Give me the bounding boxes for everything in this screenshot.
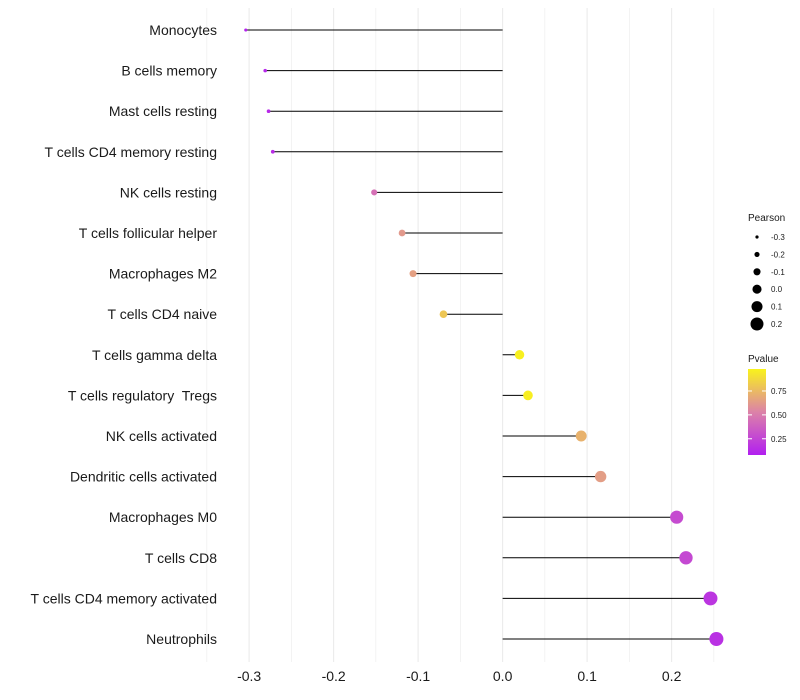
lollipop-point <box>709 631 724 647</box>
y-tick-label: T cells CD4 memory activated <box>31 590 217 606</box>
legend: Pearson Pvalue -0.3 -0.2 -0.1 0.0 0.1 0.2 0.75… <box>748 213 787 455</box>
y-tick-label: T cells gamma delta <box>92 347 217 363</box>
y-tick-label: Dendritic cells activated <box>70 469 217 485</box>
lollipop-point <box>270 149 275 154</box>
x-tick-label: 0.2 <box>662 668 682 684</box>
legend-color-label: 0.25 <box>771 435 787 444</box>
point-layer <box>244 28 724 647</box>
lollipop-point <box>244 28 248 32</box>
y-tick-label: T cells CD4 memory resting <box>45 144 217 160</box>
lollipop-point <box>679 551 693 565</box>
legend-size-key <box>754 251 760 257</box>
lollipop-point <box>409 270 417 278</box>
x-tick-label: -0.2 <box>322 668 346 684</box>
lollipop-point <box>514 350 525 360</box>
x-tick-label: 0.0 <box>493 668 513 684</box>
y-axis-labels: Monocytes B cells memory Mast cells restin… <box>31 22 218 647</box>
lollipop-point <box>670 510 684 524</box>
legend-size-key <box>750 317 764 331</box>
legend-size-label: -0.3 <box>771 233 785 242</box>
x-tick-label: -0.3 <box>237 668 261 684</box>
legend-color-label: 0.75 <box>771 387 787 396</box>
lollipop-point <box>575 430 587 442</box>
lollipop-point <box>398 229 406 237</box>
legend-size-key <box>752 284 762 294</box>
lollipop-point <box>703 591 718 606</box>
legend-pearson-title: Pearson <box>748 213 785 224</box>
lollipop-point <box>266 109 271 114</box>
y-tick-label: T cells CD4 naive <box>108 306 218 322</box>
y-tick-label: Macrophages M0 <box>109 509 217 525</box>
legend-color-label: 0.50 <box>771 411 787 420</box>
y-tick-label: Macrophages M2 <box>109 266 217 282</box>
y-tick-label: NK cells resting <box>120 184 217 200</box>
y-tick-label: T cells CD8 <box>145 550 217 566</box>
legend-size-label: -0.1 <box>771 268 785 277</box>
legend-size-label: -0.2 <box>771 250 785 259</box>
x-tick-label: 0.1 <box>577 668 597 684</box>
lollipop-point <box>439 310 448 319</box>
y-tick-label: Mast cells resting <box>109 103 217 119</box>
y-tick-label: Neutrophils <box>146 631 217 647</box>
legend-size-label: 0.2 <box>771 320 783 329</box>
y-tick-label: T cells follicular helper <box>79 225 218 241</box>
legend-pvalue-title: Pvalue <box>748 354 779 365</box>
lollipop-point <box>371 189 378 196</box>
stem-layer <box>245 29 717 640</box>
legend-size-key <box>755 235 759 239</box>
y-tick-label: B cells memory <box>121 63 217 79</box>
legend-size-key <box>751 301 763 313</box>
y-tick-label: NK cells activated <box>106 428 217 444</box>
lollipop-point <box>594 470 607 483</box>
legend-size-key <box>753 268 761 276</box>
y-tick-label: Monocytes <box>149 22 217 38</box>
x-tick-label: -0.1 <box>406 668 430 684</box>
grid-layer <box>206 8 715 662</box>
x-axis-ticks: -0.3 -0.2 -0.1 0.0 0.1 0.2 <box>237 668 682 684</box>
legend-size-label: 0.1 <box>771 303 783 312</box>
lollipop-point <box>523 390 533 401</box>
legend-size-label: 0.0 <box>771 285 783 294</box>
y-tick-label: T cells regulatory Tregs <box>68 387 217 403</box>
pvalue-colorbar <box>748 369 766 455</box>
lollipop-point <box>263 68 267 73</box>
